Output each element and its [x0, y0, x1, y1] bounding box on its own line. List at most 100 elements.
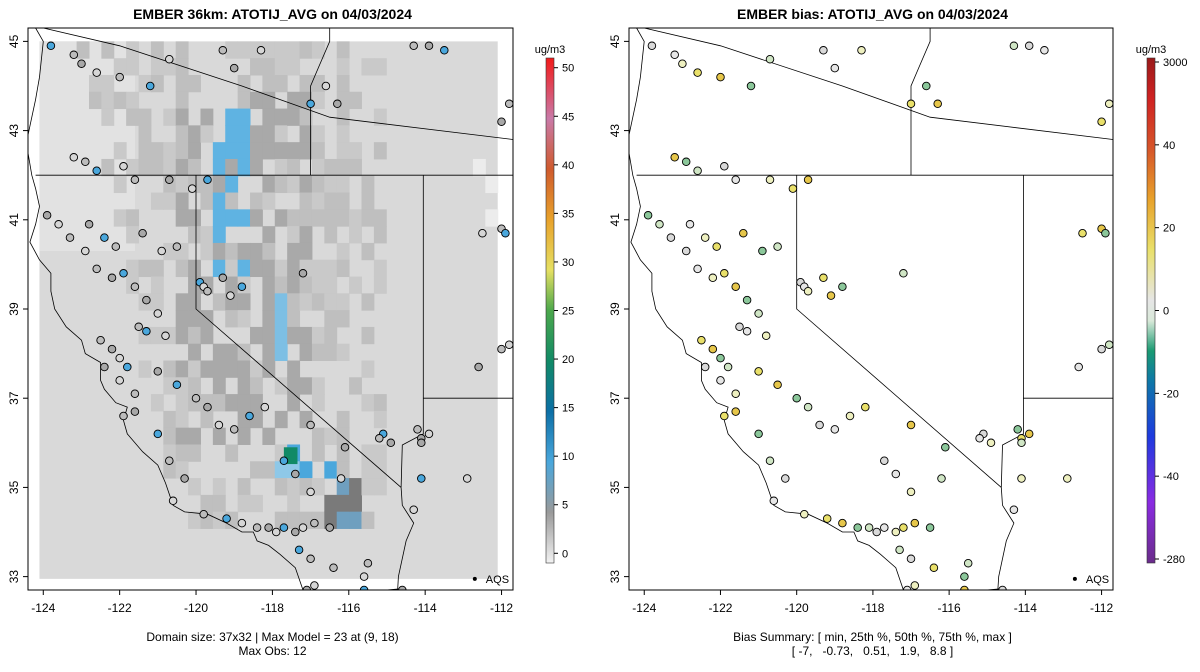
station-point — [963, 558, 973, 568]
model-cell — [287, 259, 301, 278]
model-cell — [274, 108, 288, 126]
model-cell — [212, 494, 226, 513]
station-point — [803, 175, 813, 184]
model-cell — [262, 259, 276, 278]
model-cell — [163, 444, 177, 462]
model-cell — [336, 427, 350, 445]
model-cell — [212, 175, 226, 194]
model-cell — [361, 58, 375, 76]
station-point — [899, 269, 908, 278]
station-point — [765, 175, 775, 184]
model-cell — [163, 461, 177, 479]
model-cell — [262, 360, 276, 378]
model-cell — [299, 209, 313, 227]
station-point — [409, 505, 418, 514]
model-cell — [163, 410, 177, 429]
station-point — [237, 282, 247, 291]
model-cell — [485, 209, 499, 227]
station-point — [720, 269, 729, 278]
model-cell — [138, 259, 152, 278]
station-point — [830, 425, 840, 434]
station-point — [363, 558, 373, 568]
model-cell — [361, 394, 375, 412]
station-point — [168, 496, 178, 506]
station-point — [123, 362, 132, 372]
station-point — [891, 527, 901, 537]
model-cell — [101, 41, 115, 59]
model-cell — [225, 310, 239, 328]
model-cell — [250, 259, 263, 278]
station-point — [998, 585, 1007, 590]
station-point — [925, 523, 935, 532]
station-point — [409, 41, 418, 51]
model-cell — [237, 343, 251, 362]
model-cell — [324, 175, 338, 194]
station-point — [693, 68, 702, 77]
colorbar-tick-label: 20 — [562, 354, 574, 366]
station-point — [643, 211, 653, 220]
model-cell — [274, 58, 288, 76]
plot-frame — [628, 27, 1114, 591]
station-point — [504, 99, 513, 109]
model-cell — [311, 41, 325, 59]
station-point — [130, 175, 140, 184]
station-point — [1097, 117, 1106, 126]
model-cell — [212, 377, 226, 395]
station-point — [386, 438, 396, 448]
station-point — [731, 175, 740, 184]
x-tick-label: -112 — [490, 601, 513, 615]
model-cell — [299, 175, 313, 194]
model-cell — [126, 158, 140, 177]
model-cell — [287, 326, 301, 345]
station-point — [1009, 41, 1019, 51]
model-cell — [225, 343, 239, 362]
station-point — [165, 54, 174, 64]
station-point — [906, 554, 916, 564]
station-point — [857, 46, 866, 55]
model-cell — [262, 276, 276, 294]
model-cell — [287, 158, 301, 177]
station-point — [222, 514, 231, 523]
y-tick-label: 37 — [7, 391, 21, 405]
model-cell — [225, 192, 239, 210]
model-cell — [472, 158, 486, 177]
station-point — [134, 322, 143, 332]
colorbar-tick-label: 5 — [562, 500, 568, 512]
station-point — [937, 474, 946, 483]
model-cell — [188, 310, 201, 328]
station-point — [681, 157, 691, 167]
model-cell — [237, 108, 251, 126]
model-cell — [262, 58, 276, 76]
model-cell — [311, 394, 325, 412]
model-cell — [250, 494, 263, 513]
station-point — [910, 581, 920, 590]
station-point — [417, 438, 426, 448]
station-point — [754, 429, 763, 439]
model-cell — [287, 41, 301, 59]
x-tick-label: -122 — [108, 601, 132, 615]
model-cell — [349, 209, 362, 227]
station-point — [1074, 362, 1083, 372]
model-cell — [237, 478, 251, 496]
station-point — [46, 41, 56, 51]
model-cell — [336, 192, 350, 210]
station-point — [237, 518, 247, 528]
model-cell — [237, 142, 251, 160]
model-cell — [324, 192, 338, 210]
model-cell — [250, 377, 263, 395]
model-cell — [237, 494, 251, 513]
station-point — [245, 411, 254, 421]
model-cell — [287, 91, 301, 110]
model-cell — [361, 192, 375, 210]
model-cell — [225, 41, 239, 59]
model-cell — [113, 209, 127, 227]
model-cell — [274, 125, 288, 143]
station-point — [157, 246, 166, 256]
model-cell — [324, 461, 338, 479]
model-cell — [237, 41, 251, 59]
station-point — [336, 474, 346, 483]
model-cell — [237, 360, 251, 378]
model-cell — [262, 343, 276, 362]
station-point — [731, 407, 740, 416]
model-cell — [287, 58, 301, 76]
